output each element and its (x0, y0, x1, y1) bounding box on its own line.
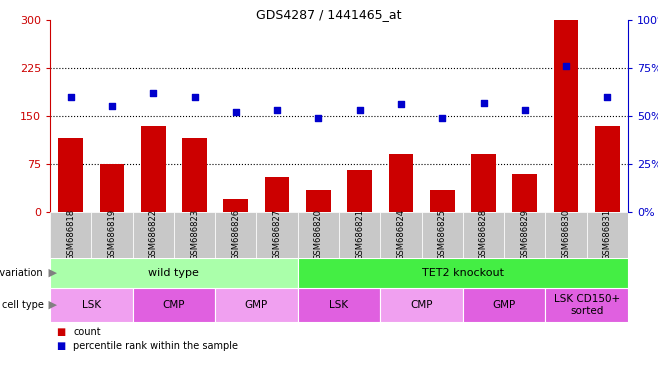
Bar (50, 258, 297, 288)
Bar (257, 212, 297, 258)
Bar (182, 138, 207, 212)
Bar (141, 126, 166, 212)
Bar (306, 190, 331, 212)
Bar (215, 212, 257, 258)
Text: GSM686828: GSM686828 (479, 209, 488, 260)
Text: GSM686819: GSM686819 (107, 209, 116, 260)
Bar (297, 258, 628, 288)
Text: cell type: cell type (1, 300, 43, 310)
Text: GMP: GMP (493, 300, 516, 310)
Bar (553, 20, 578, 212)
Text: GSM686826: GSM686826 (231, 209, 240, 260)
Bar (132, 212, 174, 258)
Text: GSM686825: GSM686825 (438, 209, 447, 260)
Text: wild type: wild type (149, 268, 199, 278)
Text: LSK: LSK (330, 300, 349, 310)
Bar (215, 288, 297, 322)
Text: ▶: ▶ (45, 300, 57, 310)
Point (230, 109, 241, 115)
Text: LSK CD150+
sorted: LSK CD150+ sorted (553, 294, 620, 316)
Bar (430, 190, 455, 212)
Text: percentile rank within the sample: percentile rank within the sample (73, 341, 238, 351)
Text: LSK: LSK (82, 300, 101, 310)
Point (437, 115, 447, 121)
Bar (297, 212, 339, 258)
Bar (380, 212, 422, 258)
Text: genotype/variation: genotype/variation (0, 268, 43, 278)
Text: GMP: GMP (245, 300, 268, 310)
Text: GSM686831: GSM686831 (603, 209, 612, 260)
Bar (463, 212, 504, 258)
Bar (545, 288, 628, 322)
Point (272, 107, 282, 113)
Point (190, 94, 200, 100)
Point (107, 103, 117, 109)
Bar (99, 164, 124, 212)
Text: ▶: ▶ (45, 268, 57, 278)
Bar (265, 177, 290, 212)
Bar (297, 288, 380, 322)
Text: GSM686823: GSM686823 (190, 209, 199, 260)
Bar (463, 288, 545, 322)
Bar (50, 212, 91, 258)
Text: CMP: CMP (411, 300, 433, 310)
Text: GSM686829: GSM686829 (520, 209, 529, 260)
Point (478, 99, 489, 106)
Bar (339, 212, 380, 258)
Bar (422, 212, 463, 258)
Point (395, 101, 406, 108)
Text: TET2 knockout: TET2 knockout (422, 268, 504, 278)
Text: GDS4287 / 1441465_at: GDS4287 / 1441465_at (256, 8, 402, 21)
Point (148, 90, 159, 96)
Bar (224, 199, 248, 212)
Text: ■: ■ (57, 341, 66, 351)
Text: GSM686824: GSM686824 (396, 209, 405, 260)
Point (602, 94, 613, 100)
Text: ■: ■ (57, 327, 66, 337)
Bar (504, 212, 545, 258)
Bar (50, 288, 132, 322)
Bar (91, 212, 132, 258)
Text: GSM686818: GSM686818 (66, 209, 75, 260)
Bar (471, 154, 496, 212)
Bar (545, 212, 587, 258)
Bar (587, 212, 628, 258)
Bar (380, 288, 463, 322)
Point (355, 107, 365, 113)
Point (520, 107, 530, 113)
Text: GSM686827: GSM686827 (272, 209, 282, 260)
Point (65, 94, 76, 100)
Bar (132, 288, 215, 322)
Bar (595, 126, 620, 212)
Text: GSM686822: GSM686822 (149, 209, 158, 260)
Point (313, 115, 324, 121)
Bar (174, 212, 215, 258)
Bar (59, 138, 83, 212)
Text: GSM686820: GSM686820 (314, 209, 323, 260)
Text: GSM686821: GSM686821 (355, 209, 364, 260)
Bar (513, 174, 537, 212)
Text: CMP: CMP (163, 300, 185, 310)
Text: count: count (73, 327, 101, 337)
Text: GSM686830: GSM686830 (561, 209, 570, 260)
Bar (388, 154, 413, 212)
Bar (347, 170, 372, 212)
Point (561, 63, 571, 69)
